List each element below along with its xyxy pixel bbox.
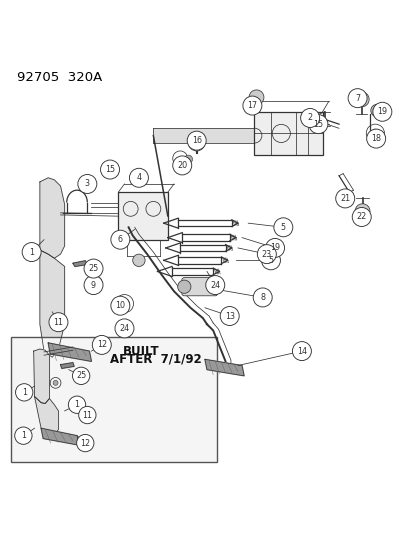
Text: 4: 4 [136, 173, 141, 182]
Circle shape [292, 342, 311, 361]
Bar [254, 112, 322, 155]
Circle shape [300, 109, 319, 127]
Circle shape [187, 131, 206, 150]
Circle shape [249, 90, 263, 105]
Text: 9: 9 [91, 280, 96, 289]
Text: 3: 3 [85, 180, 90, 189]
Circle shape [115, 319, 134, 338]
Circle shape [351, 207, 370, 227]
Circle shape [49, 313, 68, 332]
Text: 24: 24 [210, 280, 220, 289]
Text: 12: 12 [80, 439, 90, 448]
Text: 1: 1 [21, 388, 27, 397]
Text: 11: 11 [53, 318, 63, 327]
Text: AFTER  7/1/92: AFTER 7/1/92 [110, 353, 201, 366]
Circle shape [78, 406, 96, 424]
Polygon shape [40, 250, 64, 357]
Bar [11, 337, 217, 463]
Text: 12: 12 [97, 341, 107, 350]
Circle shape [72, 367, 90, 384]
Text: 25: 25 [88, 264, 98, 273]
Circle shape [111, 230, 130, 249]
Polygon shape [33, 349, 49, 403]
FancyBboxPatch shape [181, 278, 217, 296]
Circle shape [205, 276, 224, 295]
Text: 19: 19 [376, 107, 387, 116]
Text: 23: 23 [261, 249, 271, 259]
Circle shape [78, 174, 97, 193]
Text: 15: 15 [105, 165, 115, 174]
Circle shape [273, 218, 292, 237]
Circle shape [84, 276, 103, 295]
Circle shape [22, 243, 41, 262]
Circle shape [92, 280, 99, 286]
Text: 6: 6 [118, 235, 123, 244]
Circle shape [53, 381, 58, 385]
Text: BUILT: BUILT [122, 345, 159, 358]
Circle shape [184, 155, 192, 163]
Circle shape [308, 115, 327, 134]
Circle shape [129, 168, 148, 187]
Circle shape [335, 189, 354, 208]
Text: 1: 1 [21, 431, 26, 440]
Text: 15: 15 [313, 119, 323, 128]
Circle shape [354, 204, 369, 219]
Text: 2: 2 [307, 114, 312, 123]
Text: 10: 10 [115, 301, 125, 310]
Circle shape [111, 296, 130, 315]
Text: 92705  320A: 92705 320A [17, 70, 102, 84]
Circle shape [370, 129, 379, 138]
Circle shape [242, 96, 261, 115]
Circle shape [68, 396, 85, 414]
Circle shape [257, 245, 275, 264]
Circle shape [15, 427, 32, 445]
Circle shape [253, 288, 271, 307]
Bar [118, 192, 167, 240]
Circle shape [366, 129, 385, 148]
Circle shape [76, 434, 94, 452]
Circle shape [261, 251, 280, 270]
Text: 20: 20 [177, 161, 187, 170]
Circle shape [133, 254, 145, 266]
Text: 18: 18 [370, 134, 380, 143]
Text: 13: 13 [224, 311, 234, 320]
Circle shape [347, 88, 366, 108]
Circle shape [16, 384, 33, 401]
Bar [153, 128, 254, 143]
Text: 11: 11 [82, 410, 92, 419]
Text: 19: 19 [269, 244, 280, 253]
Polygon shape [41, 428, 79, 445]
Circle shape [84, 259, 103, 278]
Polygon shape [204, 359, 244, 376]
Circle shape [188, 134, 204, 151]
Circle shape [177, 280, 190, 293]
Polygon shape [40, 178, 64, 259]
Circle shape [370, 104, 382, 117]
Text: 22: 22 [356, 213, 366, 222]
Text: 8: 8 [260, 293, 265, 302]
Text: 16: 16 [191, 136, 201, 145]
Circle shape [220, 306, 239, 326]
Circle shape [172, 156, 191, 175]
Polygon shape [73, 261, 87, 266]
Polygon shape [48, 343, 91, 361]
Text: 17: 17 [247, 101, 257, 110]
Circle shape [372, 102, 391, 122]
Circle shape [354, 92, 368, 107]
Polygon shape [34, 397, 58, 435]
Text: 14: 14 [296, 346, 306, 356]
Circle shape [265, 238, 284, 257]
Text: 21: 21 [339, 194, 349, 203]
Text: 5: 5 [280, 223, 285, 232]
Text: 7: 7 [354, 94, 359, 103]
Text: 24: 24 [119, 324, 129, 333]
Circle shape [100, 160, 119, 179]
Circle shape [92, 335, 111, 354]
Text: 1: 1 [29, 247, 34, 256]
Text: 25: 25 [76, 372, 86, 381]
Text: 5: 5 [268, 256, 273, 265]
Text: 1: 1 [74, 400, 79, 409]
Polygon shape [60, 362, 74, 368]
